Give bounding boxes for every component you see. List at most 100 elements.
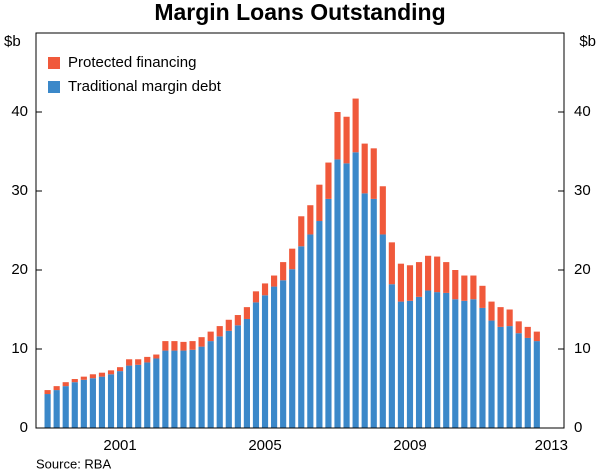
bar-segment [515, 333, 522, 428]
bar-segment [379, 234, 386, 428]
bar-segment [62, 386, 69, 428]
bar-segment [207, 341, 214, 428]
bar-segment [89, 374, 96, 379]
bar-segment [216, 326, 223, 337]
bar-segment [425, 255, 432, 291]
bar-segment [144, 356, 151, 363]
bar-segment [153, 354, 160, 359]
bar-segment [171, 341, 178, 351]
bar-segment [379, 186, 386, 235]
bar-segment [325, 162, 332, 199]
bar-segment [289, 248, 296, 270]
bar-segment [107, 374, 115, 428]
bar-segment [180, 341, 187, 351]
bar-segment [62, 382, 69, 387]
bar-segment [80, 379, 87, 428]
bar-segment [289, 269, 296, 428]
y-tick-label-right: 10 [574, 340, 591, 357]
bar-segment [44, 394, 51, 428]
bar-segment [479, 307, 486, 428]
bar-segment [388, 284, 395, 428]
bar-segment [370, 198, 377, 428]
bar-segment [116, 367, 124, 372]
legend-label: Traditional margin debt [68, 78, 222, 95]
bar-segment [126, 359, 133, 366]
bar-segment [243, 307, 250, 319]
bar-segment [316, 184, 323, 222]
y-tick-label-right: 20 [574, 261, 591, 278]
y-tick-label-right: 30 [574, 182, 591, 199]
bar-segment [298, 246, 305, 428]
bar-segment [234, 325, 241, 428]
legend-label: Protected financing [68, 54, 196, 71]
bar-segment [225, 319, 232, 331]
bar-segment [126, 365, 133, 428]
bar-segment [71, 382, 78, 428]
bar-segment [153, 358, 160, 428]
bar-segment [334, 159, 341, 428]
bar-segment [434, 256, 441, 293]
bar-segment [280, 262, 287, 281]
bar-segment [144, 362, 151, 428]
bar-segment [388, 242, 395, 285]
bar-segment [497, 326, 504, 428]
bar-segment [225, 330, 232, 428]
bar-segment [180, 350, 187, 428]
bar-segment [470, 299, 477, 428]
bar-segment [470, 275, 477, 300]
bar-segment [343, 116, 350, 164]
bar-segment [261, 295, 269, 428]
bar-segment [452, 270, 459, 300]
bar-segment [198, 346, 205, 428]
y-tick-label: 20 [11, 261, 28, 278]
bar-segment [406, 265, 414, 301]
source: Source: RBA [36, 456, 111, 471]
bar-segment [271, 275, 278, 287]
y-tick-label: 30 [11, 182, 28, 199]
x-tick-label: 2009 [393, 437, 426, 454]
bar-segment [135, 364, 142, 428]
bar-segment [425, 290, 432, 428]
bar-segment [352, 98, 359, 153]
bar-segment [343, 163, 350, 428]
bar-segment [243, 318, 250, 428]
x-tick-label: 2005 [248, 437, 281, 454]
bar-segment [116, 371, 124, 428]
bar-segment [361, 143, 368, 194]
bar-segment [434, 292, 441, 428]
bar-segment [316, 221, 323, 428]
bar-segment [406, 300, 414, 428]
bar-segment [397, 301, 405, 428]
bar-segment [298, 216, 305, 247]
bar-segment [506, 309, 513, 327]
y-tick-label-right: 0 [574, 419, 582, 436]
y-axis-label-right: $b [579, 33, 596, 50]
bar-segment [261, 283, 269, 296]
y-tick-label-right: 40 [574, 103, 591, 120]
bar-segment [497, 307, 504, 327]
bar-segment [479, 285, 486, 308]
x-tick-label: 2013 [535, 437, 568, 454]
y-tick-label: 10 [11, 340, 28, 357]
bar-segment [415, 262, 423, 297]
bar-segment [162, 350, 169, 428]
legend-swatch [48, 57, 60, 69]
bar-segment [207, 331, 214, 342]
bar-segment [89, 378, 96, 428]
bar-segment [524, 326, 531, 338]
bar-segment [71, 379, 78, 383]
bar-segment [488, 320, 495, 428]
y-tick-label: 0 [20, 419, 28, 436]
bar-segment [370, 148, 377, 199]
bar-segment [53, 390, 60, 428]
bar-segment [452, 299, 459, 428]
bar-segment [162, 341, 169, 351]
bar-segment [533, 341, 540, 428]
bar-segment [443, 262, 450, 293]
bar-segment [307, 205, 314, 235]
bar-segment [198, 337, 205, 347]
bar-segment [189, 341, 196, 350]
bar-segment [533, 331, 540, 342]
bar-segment [234, 315, 241, 326]
